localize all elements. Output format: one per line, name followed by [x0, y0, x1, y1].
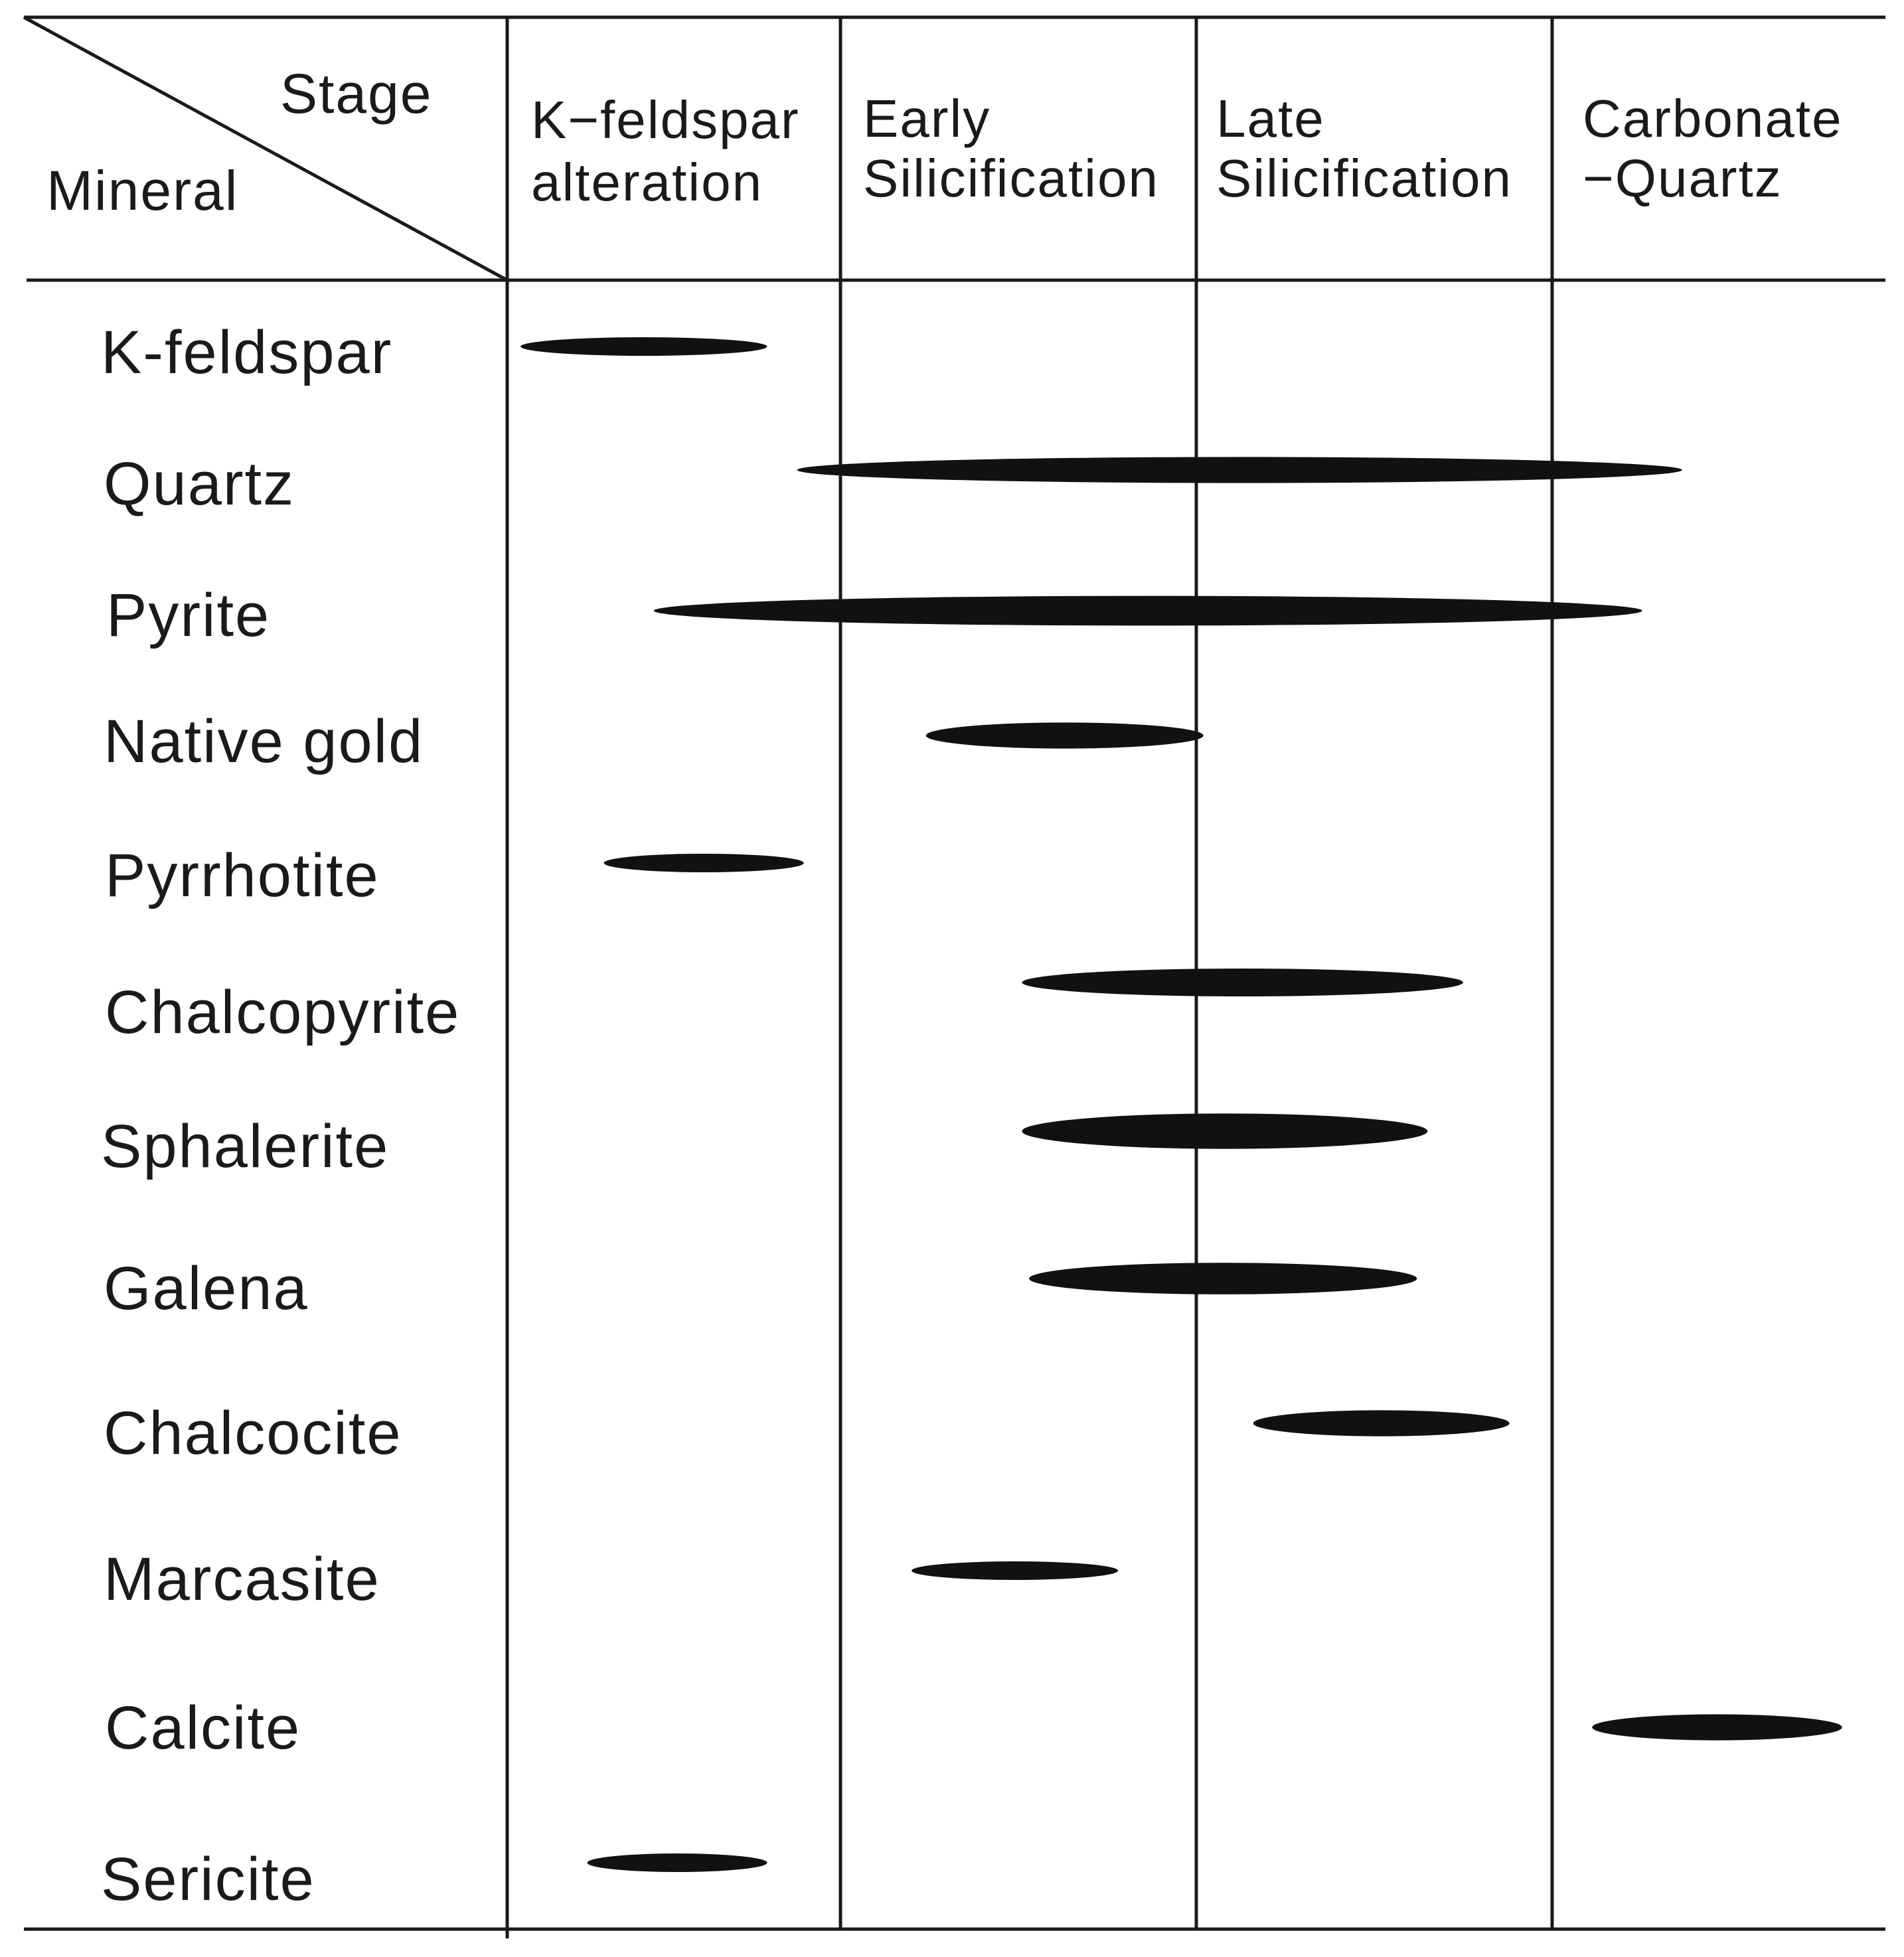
duration-bar-chalcopyrite	[1022, 969, 1463, 996]
stage-header-4-line1: Carbonate	[1583, 89, 1843, 148]
mineral-label: Pyrite	[106, 582, 270, 649]
duration-bar-marcasite	[912, 1561, 1119, 1580]
mineral-label: Quartz	[104, 450, 295, 518]
stage-header-3-line1: Late	[1216, 89, 1325, 148]
duration-bar-pyrite	[653, 595, 1642, 626]
duration-bar-pyrrhotite	[603, 854, 804, 872]
mineral-label: K-feldspar	[101, 319, 392, 386]
mineral-label: Galena	[104, 1255, 309, 1322]
stage-header-4-line2: −Quartz	[1583, 149, 1783, 208]
duration-bar-k-feldspar	[520, 337, 767, 356]
mineral-label: Sphalerite	[101, 1113, 389, 1180]
duration-bar-sericite	[587, 1853, 767, 1872]
duration-bar-quartz	[797, 457, 1682, 483]
duration-bar-calcite	[1592, 1714, 1842, 1741]
mineral-label: Pyrrhotite	[105, 842, 380, 909]
stage-header-1-line1: K−feldspar	[531, 90, 800, 149]
duration-bar-galena	[1029, 1263, 1417, 1294]
duration-bar-native-gold	[925, 722, 1204, 749]
mineral-duration-bars	[520, 337, 1842, 1872]
stage-headers: K−feldspar alteration Early Silicificati…	[531, 89, 1843, 212]
stage-header-1-line2: alteration	[531, 153, 763, 212]
mineral-label: Marcasite	[104, 1545, 380, 1613]
stage-corner-label: Stage	[280, 62, 433, 125]
mineral-corner-label: Mineral	[46, 159, 238, 222]
mineral-label: Chalcopyrite	[105, 978, 460, 1046]
stage-header-3-line2: Silicification	[1216, 149, 1512, 208]
mineral-label: Native gold	[104, 708, 424, 775]
duration-bar-sphalerite	[1022, 1113, 1428, 1149]
stage-header-2-line2: Silicification	[863, 149, 1159, 208]
mineral-label: Calcite	[105, 1694, 301, 1762]
mineral-labels: K-feldspar Quartz Pyrite Native gold Pyr…	[101, 319, 460, 1913]
mineral-label: Sericite	[101, 1845, 315, 1913]
stage-header-2-line1: Early	[863, 89, 991, 148]
corner-diagonal	[23, 15, 509, 282]
duration-bar-chalcocite	[1253, 1410, 1510, 1437]
table-grid	[23, 15, 1885, 1938]
mineral-label: Chalcocite	[104, 1399, 402, 1467]
